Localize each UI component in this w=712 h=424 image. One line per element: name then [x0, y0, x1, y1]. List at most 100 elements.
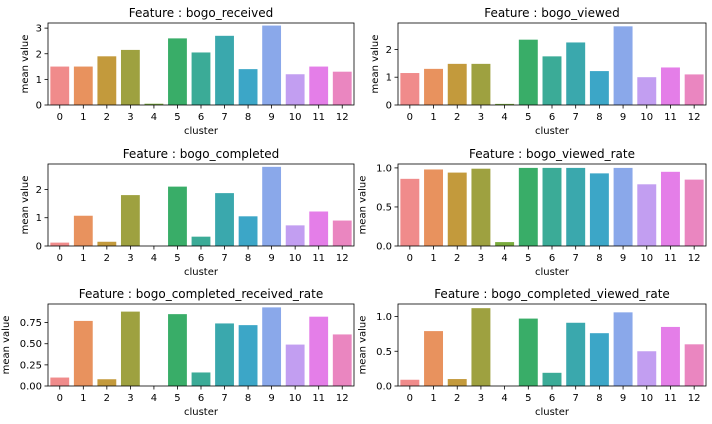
x-tick-label: 11	[664, 393, 677, 404]
x-tick-label: 11	[312, 253, 325, 264]
x-tick-label: 2	[454, 112, 460, 123]
x-tick-label: 6	[198, 112, 204, 123]
bar-cluster-6	[191, 52, 211, 105]
x-tick-label: 10	[289, 253, 302, 264]
subplot-4: 0 1 2 3 4 5 6 7 8 9 10 11 120.000.250.500.75Feature …	[1, 287, 355, 418]
bar-cluster-8	[238, 216, 258, 246]
bar-cluster-1	[424, 68, 444, 105]
x-tick-label: 9	[268, 393, 274, 404]
x-tick-label: 4	[501, 253, 507, 264]
x-tick-label: 12	[336, 112, 349, 123]
bar-cluster-7	[566, 167, 586, 246]
x-tick-label: 3	[127, 112, 133, 123]
x-tick-label: 12	[688, 393, 701, 404]
x-tick-label: 1	[430, 253, 436, 264]
y-tick-label: 0.00	[20, 382, 42, 393]
bar-cluster-2	[447, 172, 467, 246]
x-tick-label: 4	[501, 112, 507, 123]
bar-cluster-5	[518, 39, 538, 105]
y-tick-label: 3	[36, 24, 42, 35]
x-tick-label: 9	[620, 253, 626, 264]
x-tick-label: 3	[478, 253, 484, 264]
x-tick-label: 0	[57, 112, 63, 123]
bar-cluster-3	[120, 311, 140, 386]
x-tick-label: 8	[596, 112, 602, 123]
x-tick-label: 10	[640, 253, 653, 264]
x-tick-label: 8	[596, 253, 602, 264]
bar-cluster-6	[542, 56, 562, 105]
bar-cluster-11	[660, 67, 680, 105]
x-tick-label: 2	[454, 393, 460, 404]
bar-cluster-9	[262, 307, 282, 386]
bar-cluster-10	[285, 344, 305, 386]
x-tick-label: 11	[664, 112, 677, 123]
bar-cluster-12	[332, 220, 352, 246]
bar-cluster-8	[589, 173, 609, 246]
x-tick-label: 3	[127, 253, 133, 264]
bar-cluster-5	[168, 186, 187, 246]
x-tick-label: 3	[478, 393, 484, 404]
x-axis-label: cluster	[535, 407, 570, 418]
bar-cluster-11	[309, 66, 329, 105]
bar-cluster-11	[309, 211, 329, 246]
y-axis-label: mean value	[20, 176, 31, 235]
bar-cluster-8	[238, 325, 258, 386]
x-tick-label: 9	[620, 393, 626, 404]
x-tick-label: 0	[407, 393, 413, 404]
bar-cluster-0	[400, 178, 420, 246]
x-tick-label: 9	[268, 253, 274, 264]
x-tick-label: 2	[104, 253, 110, 264]
bar-cluster-7	[566, 322, 586, 386]
subplot-title: Feature : bogo_received	[129, 6, 273, 20]
bar-cluster-12	[332, 71, 352, 105]
bar-cluster-6	[191, 372, 211, 386]
bar-cluster-8	[238, 69, 258, 106]
bar-cluster-7	[566, 42, 586, 105]
x-tick-label: 1	[430, 112, 436, 123]
x-tick-label: 3	[127, 393, 133, 404]
bar-cluster-2	[97, 241, 117, 246]
y-tick-label: 1	[36, 75, 42, 86]
x-tick-label: 8	[245, 393, 251, 404]
bar-cluster-9	[262, 166, 282, 246]
x-tick-label: 4	[151, 112, 157, 123]
x-tick-label: 8	[245, 112, 251, 123]
bar-cluster-10	[637, 77, 657, 105]
x-axis-label: cluster	[184, 267, 219, 278]
x-tick-label: 7	[573, 112, 579, 123]
x-tick-label: 12	[688, 112, 701, 123]
bar-cluster-6	[542, 372, 562, 386]
bar-cluster-7	[215, 323, 234, 386]
y-tick-label: 0.0	[376, 242, 392, 253]
bar-cluster-6	[542, 167, 562, 246]
bar-cluster-10	[285, 225, 305, 246]
y-axis-label: mean value	[357, 176, 368, 235]
x-tick-label: 1	[80, 253, 86, 264]
x-axis-label: cluster	[535, 267, 570, 278]
y-tick-label: 0.0	[376, 382, 392, 393]
x-tick-label: 5	[174, 253, 180, 264]
x-tick-label: 8	[596, 393, 602, 404]
bar-cluster-9	[613, 167, 633, 246]
x-tick-label: 3	[478, 112, 484, 123]
x-tick-label: 0	[407, 112, 413, 123]
x-tick-label: 2	[104, 393, 110, 404]
bar-cluster-2	[447, 63, 467, 105]
y-tick-label: 2	[386, 45, 392, 56]
bar-cluster-5	[518, 318, 538, 386]
bar-cluster-3	[471, 168, 491, 246]
y-axis-label: mean value	[370, 35, 381, 94]
bar-cluster-1	[73, 66, 93, 105]
subplot-title: Feature : bogo_viewed	[484, 6, 620, 20]
bar-cluster-8	[589, 71, 609, 105]
y-axis-label: mean value	[20, 35, 31, 94]
y-tick-label: 1.0	[376, 312, 392, 323]
x-tick-label: 9	[620, 112, 626, 123]
x-tick-label: 0	[57, 393, 63, 404]
bar-cluster-12	[684, 344, 704, 386]
bar-cluster-12	[684, 74, 704, 105]
x-tick-label: 5	[525, 393, 531, 404]
